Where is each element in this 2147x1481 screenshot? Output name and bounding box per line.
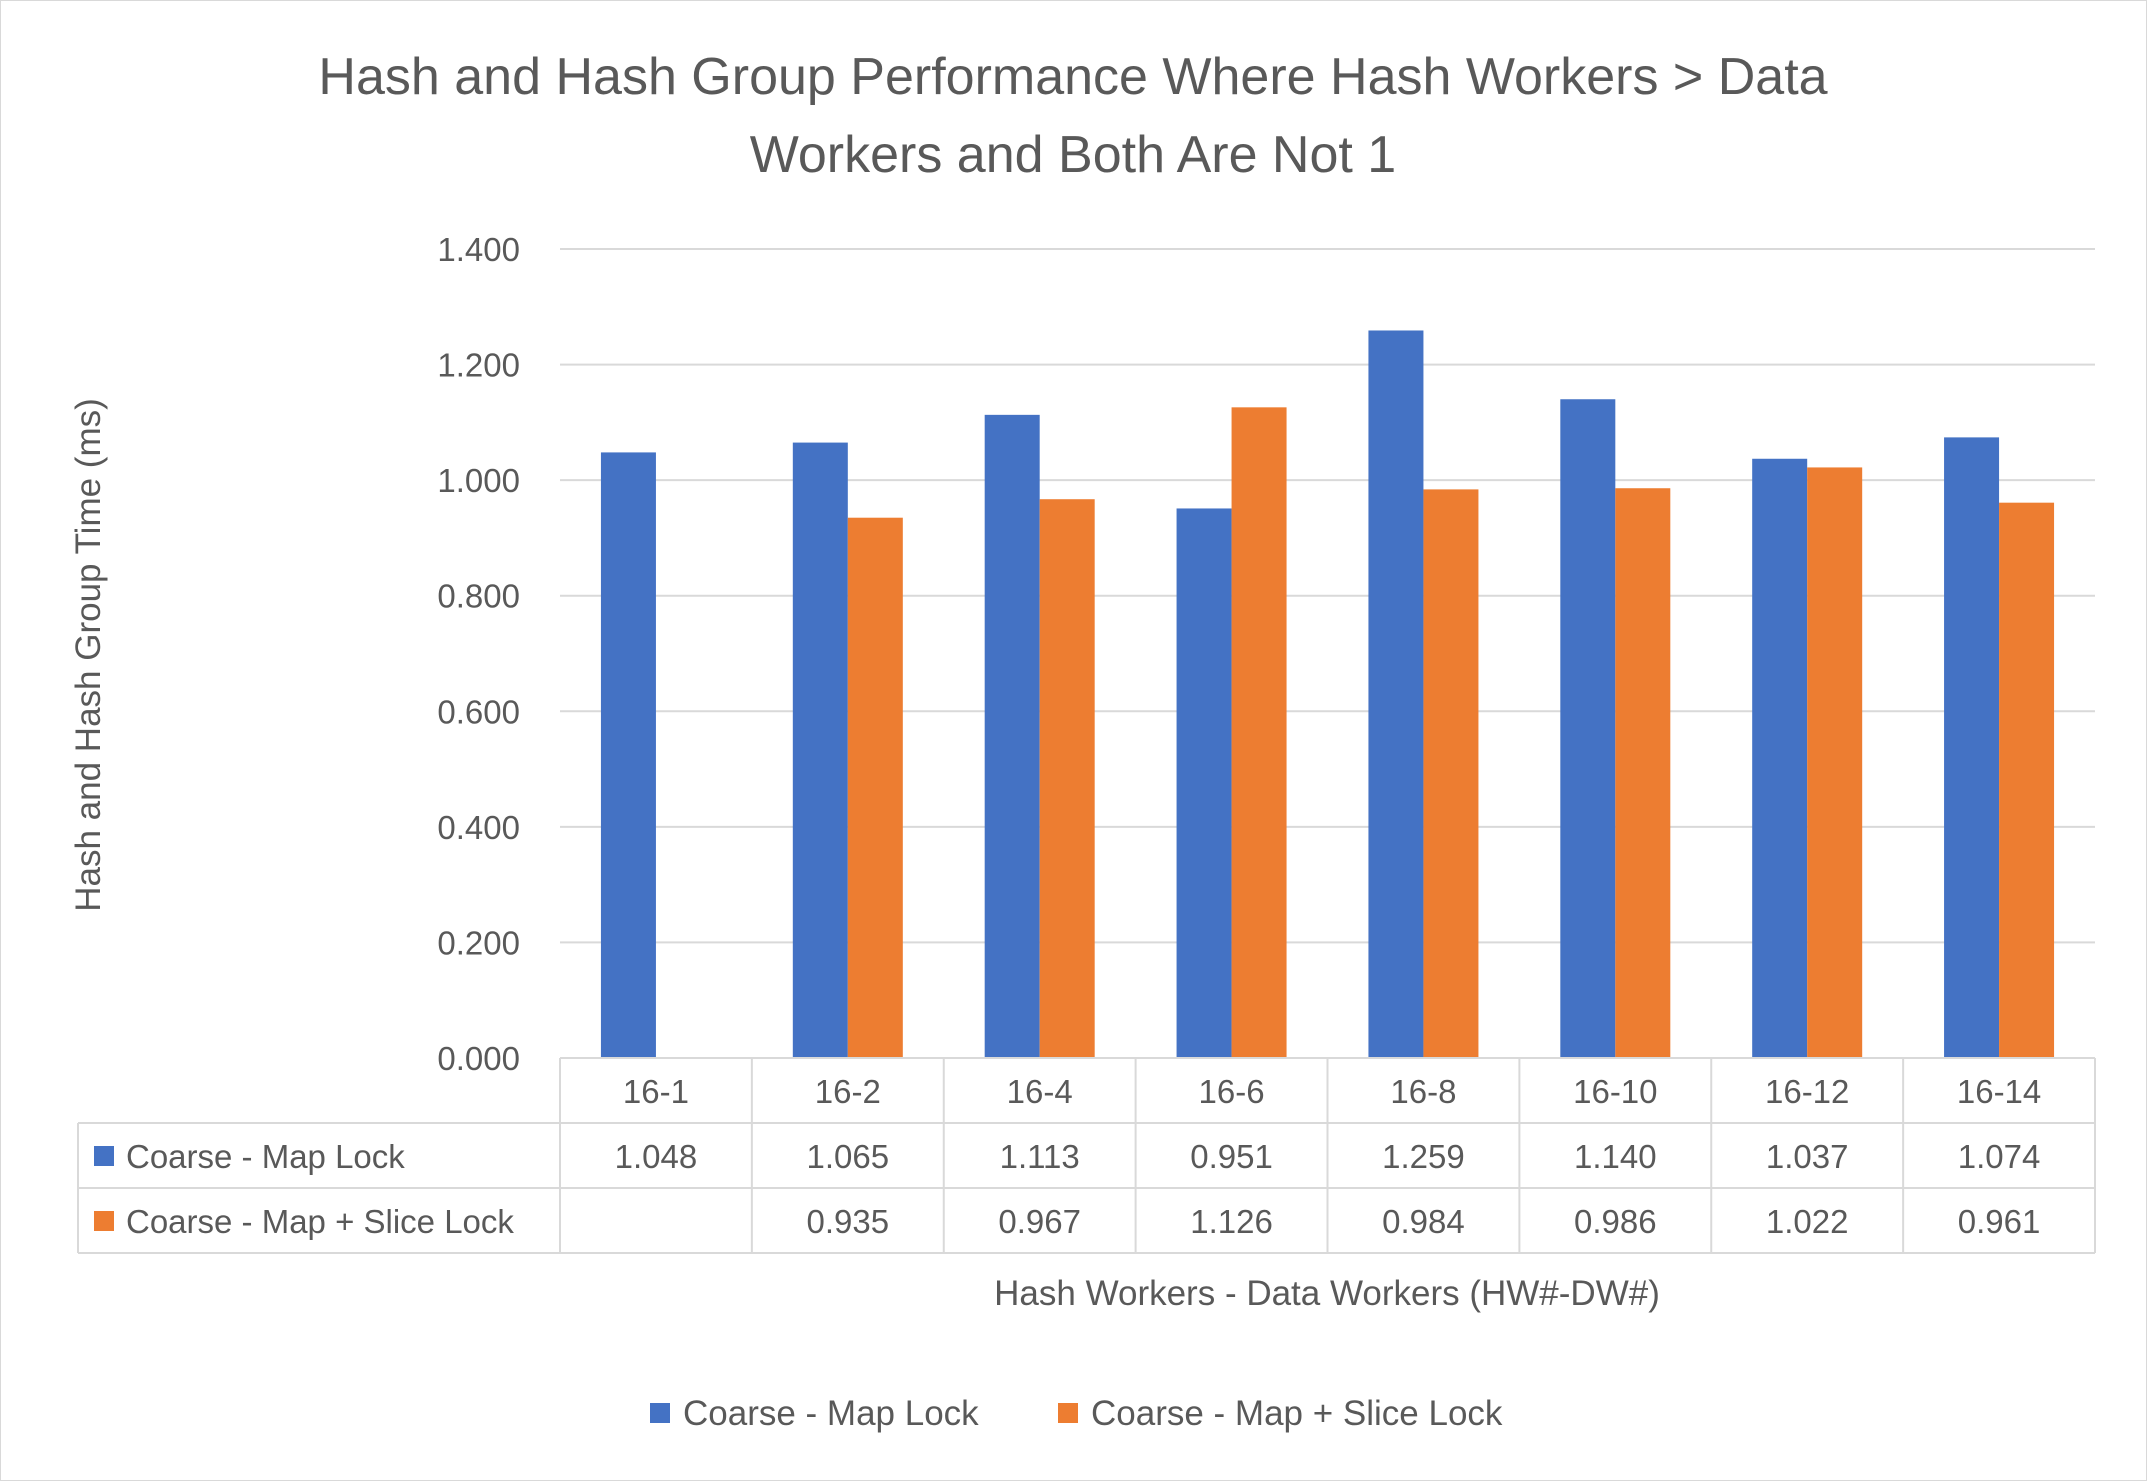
- data-table: 16-1 16-2 16-4 16-6 16-8 16-10 16-12 16-14 Coars…: [77, 1057, 2096, 1254]
- bars: [600, 330, 2055, 1059]
- y-tick-label: 1.400: [437, 231, 520, 268]
- bar-map-lock-16-2: [792, 442, 848, 1058]
- bar-map-slice-lock-16-10: [1615, 488, 1671, 1058]
- bar-map-lock-16-10: [1560, 399, 1616, 1058]
- data-label: 0.951: [1190, 1138, 1273, 1175]
- x-tick-label: 16-4: [1007, 1073, 1073, 1110]
- y-tick-label: 0.400: [437, 809, 520, 846]
- data-label: 1.037: [1766, 1138, 1849, 1175]
- y-tick-label: 0.800: [437, 578, 520, 615]
- bar-map-lock-16-1: [600, 452, 656, 1058]
- bar-map-lock-16-14: [1944, 437, 2000, 1058]
- data-label: 1.022: [1766, 1203, 1849, 1240]
- x-tick-label: 16-14: [1957, 1073, 2041, 1110]
- bar-map-slice-lock-16-6: [1231, 407, 1287, 1058]
- y-axis-ticks: 0.000 0.200 0.400 0.600 0.800 1.000 1.200 1.400: [437, 231, 520, 1077]
- data-label: 1.259: [1382, 1138, 1465, 1175]
- y-tick-label: 0.600: [437, 693, 520, 730]
- data-label: 0.984: [1382, 1203, 1465, 1240]
- data-label: 1.074: [1958, 1138, 2041, 1175]
- data-label: 1.113: [1000, 1138, 1080, 1175]
- chart-title-line-1: Hash and Hash Group Performance Where Ha…: [318, 48, 1827, 106]
- data-label: 0.986: [1574, 1203, 1657, 1240]
- data-label: 1.140: [1574, 1138, 1657, 1175]
- gridlines: [560, 248, 2095, 1059]
- bar-map-slice-lock-16-12: [1807, 467, 1863, 1058]
- bar-map-slice-lock-16-8: [1423, 489, 1479, 1059]
- bar-map-lock-16-6: [1176, 508, 1232, 1058]
- x-tick-label: 16-10: [1573, 1073, 1657, 1110]
- data-label: 0.967: [998, 1203, 1081, 1240]
- table-series-name: Coarse - Map + Slice Lock: [126, 1203, 514, 1240]
- legend-swatch: [650, 1403, 670, 1423]
- bar-map-slice-lock-16-14: [1999, 502, 2055, 1058]
- bar-map-slice-lock-16-2: [847, 517, 903, 1058]
- table-series-name: Coarse - Map Lock: [126, 1138, 405, 1175]
- data-label: 0.961: [1958, 1203, 2041, 1240]
- bar-map-lock-16-12: [1752, 458, 1808, 1058]
- x-tick-label: 16-2: [815, 1073, 881, 1110]
- y-tick-label: 1.200: [437, 347, 520, 384]
- bar-map-lock-16-8: [1368, 330, 1424, 1058]
- x-axis-label: Hash Workers - Data Workers (HW#-DW#): [994, 1274, 1660, 1313]
- data-label: 0.935: [807, 1203, 890, 1240]
- y-tick-label: 1.000: [437, 462, 520, 499]
- chart-title-line-2: Workers and Both Are Not 1: [750, 126, 1396, 184]
- y-tick-label: 0.200: [437, 924, 520, 961]
- y-tick-label: 0.000: [437, 1040, 520, 1077]
- bar-map-lock-16-4: [984, 414, 1040, 1059]
- x-tick-label: 16-12: [1765, 1073, 1849, 1110]
- table-legend-key: [94, 1211, 114, 1231]
- legend-swatch: [1058, 1403, 1078, 1423]
- x-tick-label: 16-8: [1390, 1073, 1456, 1110]
- data-label: 1.126: [1190, 1203, 1273, 1240]
- legend-label: Coarse - Map Lock: [683, 1394, 979, 1433]
- x-tick-label: 16-1: [623, 1073, 689, 1110]
- table-legend-key: [94, 1146, 114, 1166]
- data-label: 1.065: [807, 1138, 890, 1175]
- bar-map-slice-lock-16-4: [1039, 499, 1095, 1058]
- legend: Coarse - Map Lock Coarse - Map + Slice Lo…: [650, 1394, 1503, 1433]
- y-axis-label: Hash and Hash Group Time (ms): [69, 398, 108, 912]
- legend-label: Coarse - Map + Slice Lock: [1091, 1394, 1503, 1433]
- data-label: 1.048: [615, 1138, 698, 1175]
- x-tick-label: 16-6: [1199, 1073, 1265, 1110]
